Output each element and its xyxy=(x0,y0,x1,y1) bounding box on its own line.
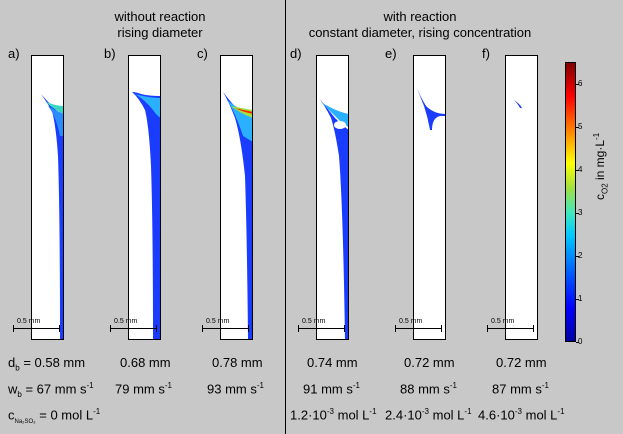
wb-value-b: 79 mm s-1 xyxy=(115,381,172,397)
panel-label-a: a) xyxy=(8,46,20,61)
colorbar-tick-6: 6 xyxy=(578,78,583,88)
colorbar-tick-mark-3 xyxy=(576,212,579,214)
scale-bar-d: 0.5 mm xyxy=(298,316,346,334)
db-value-c: 0.78 mm xyxy=(212,355,263,370)
wb-label: wb = 67 mm s-1 xyxy=(8,381,94,399)
c-value-d: 1.2·10-3 mol L-1 xyxy=(290,407,377,423)
scale-bar-c: 0.5 mm xyxy=(202,316,250,334)
colorbar-tick-2: 2 xyxy=(578,250,583,260)
colorbar-tick-4: 4 xyxy=(578,164,583,174)
panel-d-image xyxy=(316,55,349,340)
right-header: with reaction constant diameter, rising … xyxy=(295,9,545,41)
db-value-e: 0.72 mm xyxy=(404,355,455,370)
scale-bar-f: 0.5 mm xyxy=(487,316,535,334)
db-value-b: 0.68 mm xyxy=(120,355,171,370)
scale-bar-text-f: 0.5 mm xyxy=(491,318,515,325)
scale-bar-b: 0.5 mm xyxy=(110,316,158,334)
wb-value-d: 91 mm s-1 xyxy=(303,381,360,397)
colorbar-tick-mark-6 xyxy=(576,83,579,85)
wb-value-c: 93 mm s-1 xyxy=(207,381,264,397)
scale-bar-text-e: 0.5 mm xyxy=(399,318,423,325)
colorbar-tick-mark-4 xyxy=(576,169,579,171)
panel-label-d: d) xyxy=(290,46,302,61)
left-header-line1: without reaction xyxy=(114,9,206,24)
colorbar-label: cO2 in mg·L-1 xyxy=(592,132,610,200)
db-label: db = 0.58 mm xyxy=(8,355,86,373)
scale-bar-text-d: 0.5 mm xyxy=(302,318,326,325)
panel-c-image xyxy=(220,55,253,340)
panel-divider xyxy=(285,0,286,434)
colorbar-tick-1: 1 xyxy=(578,293,583,303)
colorbar xyxy=(565,62,576,342)
left-header-line2: rising diameter xyxy=(117,25,203,40)
colorbar-tick-3: 3 xyxy=(578,207,583,217)
right-header-line2: constant diameter, rising concentration xyxy=(308,25,532,40)
panel-e-image xyxy=(413,55,446,340)
c-value-e: 2.4·10-3 mol L-1 xyxy=(385,407,472,423)
panel-label-c: c) xyxy=(197,46,208,61)
panel-b-image xyxy=(128,55,161,340)
scale-bar-a: 0.5 mm xyxy=(13,316,61,334)
c-value-f: 4.6·10-3 mol L-1 xyxy=(478,407,565,423)
panel-label-f: f) xyxy=(482,46,490,61)
colorbar-tick-mark-0 xyxy=(576,342,579,343)
wb-value-f: 87 mm s-1 xyxy=(492,381,549,397)
colorbar-tick-5: 5 xyxy=(578,121,583,131)
left-header: without reaction rising diameter xyxy=(60,9,260,41)
right-header-line1: with reaction xyxy=(383,9,457,24)
wb-value-e: 88 mm s-1 xyxy=(400,381,457,397)
db-value-d: 0.74 mm xyxy=(307,355,358,370)
panel-label-e: e) xyxy=(385,46,397,61)
colorbar-tick-mark-1 xyxy=(576,298,579,300)
scale-bar-text-b: 0.5 mm xyxy=(114,318,138,325)
scale-bar-text-a: 0.5 mm xyxy=(17,318,41,325)
db-value-f: 0.72 mm xyxy=(496,355,547,370)
scale-bar-text-c: 0.5 mm xyxy=(206,318,230,325)
panel-f-image xyxy=(505,55,538,340)
colorbar-tick-mark-2 xyxy=(576,255,579,257)
panel-a-image xyxy=(31,55,64,340)
colorbar-tick-0: 0 xyxy=(578,337,583,346)
colorbar-tick-mark-5 xyxy=(576,126,579,128)
c-label: cNa₂SO₃ = 0 mol L-1 xyxy=(8,407,101,425)
panel-label-b: b) xyxy=(104,46,116,61)
scale-bar-e: 0.5 mm xyxy=(395,316,443,334)
